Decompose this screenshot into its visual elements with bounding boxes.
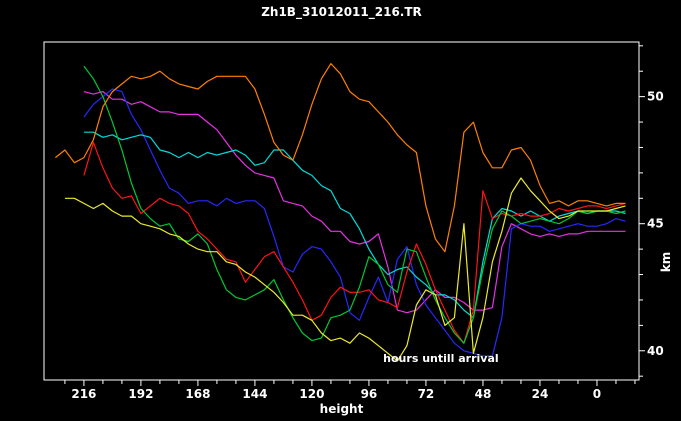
x-axis-tick-label: 216 xyxy=(71,387,96,401)
x-axis-tick-label: 168 xyxy=(185,387,210,401)
x-axis-tick-label: 72 xyxy=(418,387,435,401)
y-axis-tick-label: 45 xyxy=(647,217,664,231)
chart-title: Zh1B_31012011_216.TR xyxy=(261,5,422,20)
series-line-magenta xyxy=(83,90,626,314)
x-axis-title: height xyxy=(320,402,364,416)
series-line-red xyxy=(83,141,626,344)
x-axis-tick-label: 24 xyxy=(532,387,549,401)
y-axis-tick-label: 50 xyxy=(647,90,664,104)
y-axis-tick-label: 40 xyxy=(647,344,664,358)
series-line-blue xyxy=(83,88,626,357)
x-axis-tick-label: 0 xyxy=(593,387,601,401)
series-line-yellow xyxy=(64,177,626,362)
x-axis-tick-label: 192 xyxy=(128,387,153,401)
x-axis-tick-label: 120 xyxy=(299,387,324,401)
plot-border xyxy=(43,41,640,381)
x-axis-tick-label: 144 xyxy=(242,387,267,401)
annotation-hours-until-arrival: hours untill arrival xyxy=(383,352,499,365)
x-axis-tick-label: 48 xyxy=(475,387,492,401)
series-line-green xyxy=(83,65,626,344)
x-axis-tick-label: 96 xyxy=(361,387,378,401)
y-axis-title: km xyxy=(659,252,673,272)
series-line-orange xyxy=(55,62,626,253)
series-line-cyan xyxy=(83,131,626,319)
